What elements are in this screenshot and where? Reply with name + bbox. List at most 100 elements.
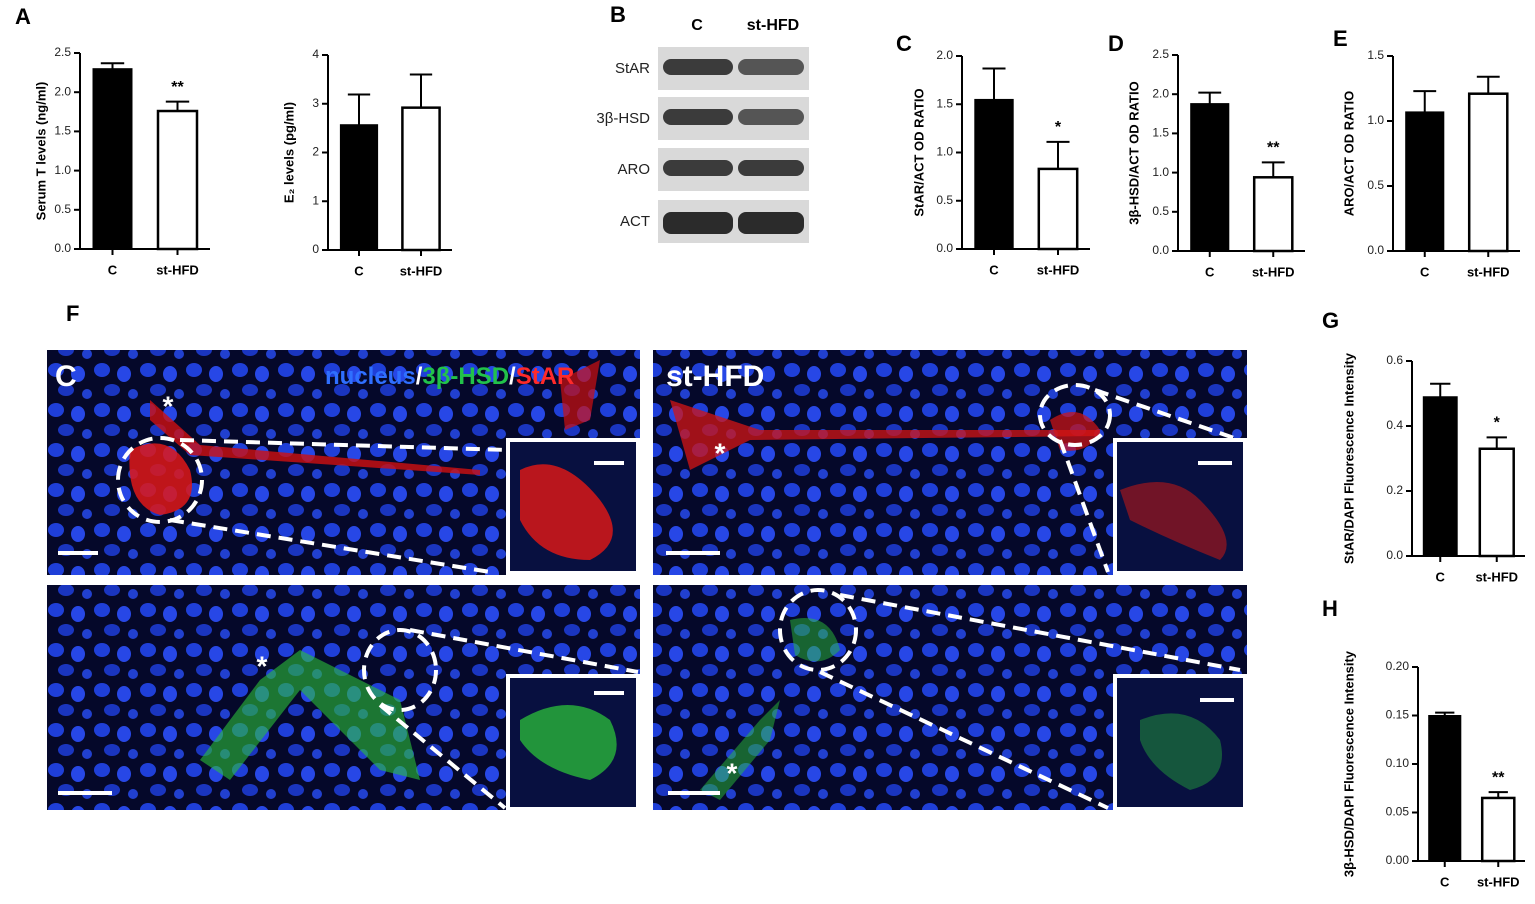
y-tick-label: 0.5 xyxy=(54,202,71,216)
bar xyxy=(974,98,1014,250)
bar xyxy=(1405,111,1445,252)
significance: ** xyxy=(1492,769,1505,786)
blot-band xyxy=(738,160,804,176)
hsd-signal xyxy=(790,618,840,662)
blot-band xyxy=(663,212,733,234)
panel-letter: B xyxy=(610,2,626,27)
asterisk: * xyxy=(727,757,738,788)
y-axis-label: StAR/DAPI Fluorescence Intensity xyxy=(1341,352,1356,564)
bar xyxy=(1252,176,1294,253)
blot-column-label: st-HFD xyxy=(747,17,799,34)
y-axis-label: E₂ levels (pg/ml) xyxy=(281,102,296,203)
y-tick-label: 1.5 xyxy=(54,124,71,138)
y-tick-label: 0.15 xyxy=(1386,708,1410,722)
error-bar xyxy=(1413,90,1437,112)
blot-row-label: 3β-HSD xyxy=(596,110,650,127)
bar xyxy=(339,124,379,251)
error-bar xyxy=(1261,161,1285,178)
error-bar xyxy=(1430,382,1451,397)
asterisk: * xyxy=(715,437,726,468)
y-axis-label: 3β-HSD/DAPI Fluorescence Intensity xyxy=(1341,650,1356,877)
star-signal xyxy=(150,400,480,475)
blot-band xyxy=(663,109,733,125)
blot-row-label: ACT xyxy=(620,213,650,230)
y-tick-label: 0.4 xyxy=(1386,418,1403,432)
y-tick-label: 0.0 xyxy=(1367,243,1384,257)
y-tick-label: 0.20 xyxy=(1386,659,1410,673)
y-tick-label: 1 xyxy=(312,193,319,207)
error-bar xyxy=(1488,791,1508,798)
y-tick-label: 1.0 xyxy=(1152,165,1169,179)
panel-letter: C xyxy=(896,31,912,56)
y-axis-label: ARO/ACT OD RATIO xyxy=(1341,91,1356,216)
significance: * xyxy=(1055,119,1062,136)
y-tick-label: 0.6 xyxy=(1386,353,1403,367)
bar xyxy=(1428,715,1462,862)
x-tick-label: st-HFD xyxy=(1037,262,1080,277)
panel-letter: G xyxy=(1322,308,1339,333)
y-tick-label: 0.10 xyxy=(1386,756,1410,770)
y-tick-label: 0.0 xyxy=(936,241,953,255)
image-label: C xyxy=(55,360,77,393)
bar xyxy=(1480,796,1516,863)
inset-signal xyxy=(1120,482,1227,560)
blot-band xyxy=(663,160,733,176)
y-tick-label: 0.00 xyxy=(1386,853,1410,867)
x-tick-label: st-HFD xyxy=(1477,874,1520,889)
zoom-circle xyxy=(778,588,858,672)
x-tick-label: C xyxy=(1440,874,1450,889)
error-bar xyxy=(409,73,433,108)
error-bar xyxy=(100,62,125,69)
y-tick-label: 2.0 xyxy=(1152,86,1169,100)
bar xyxy=(1422,396,1458,557)
zoom-guide xyxy=(169,438,509,574)
stain-legend-item: nucleus xyxy=(325,363,416,390)
panel-letter: A xyxy=(15,4,31,29)
blot-band xyxy=(738,212,804,234)
blot-column-label: C xyxy=(691,17,703,34)
stain-legend-item: / xyxy=(509,363,516,390)
significance: * xyxy=(1494,415,1501,432)
zoom-guide xyxy=(819,593,1241,810)
zoom-circle xyxy=(1038,383,1112,447)
bar xyxy=(401,106,441,252)
x-tick-label: st-HFD xyxy=(1475,569,1518,584)
significance: ** xyxy=(1267,140,1280,157)
bar xyxy=(1467,92,1509,253)
x-tick-label: C xyxy=(1420,264,1430,279)
error-bar xyxy=(1486,436,1507,449)
zoom-circle xyxy=(116,436,204,524)
y-tick-label: 1.0 xyxy=(936,145,953,159)
inset-signal xyxy=(520,464,613,560)
y-tick-label: 1.5 xyxy=(936,96,953,110)
star-signal xyxy=(560,360,600,430)
hsd-signal xyxy=(700,700,780,800)
y-tick-label: 0 xyxy=(312,242,319,256)
bar xyxy=(1478,447,1515,558)
star-signal xyxy=(129,443,192,515)
y-tick-label: 0.0 xyxy=(1152,243,1169,257)
y-axis-label: 3β-HSD/ACT OD RATIO xyxy=(1126,81,1141,224)
panel-letter: E xyxy=(1333,26,1348,51)
y-tick-label: 2.0 xyxy=(54,84,71,98)
blot-row-label: StAR xyxy=(615,60,650,77)
stain-legend-item: / xyxy=(416,363,423,390)
panel-letter: H xyxy=(1322,596,1338,621)
bar xyxy=(1037,167,1079,251)
y-tick-label: 2 xyxy=(312,145,319,159)
bar xyxy=(1190,103,1230,252)
y-tick-label: 1.0 xyxy=(1367,113,1384,127)
bar xyxy=(156,109,199,251)
y-tick-label: 0.5 xyxy=(1367,178,1384,192)
y-tick-label: 4 xyxy=(312,47,319,61)
hsd-signal xyxy=(200,650,420,780)
stain-legend-item: 3β-HSD xyxy=(422,363,509,390)
x-tick-label: C xyxy=(1205,264,1215,279)
error-bar xyxy=(1476,75,1500,94)
error-bar xyxy=(347,93,371,125)
y-tick-label: 2.5 xyxy=(54,45,71,59)
panel-letter: F xyxy=(66,301,79,326)
zoom-guide xyxy=(378,628,639,810)
y-tick-label: 1.5 xyxy=(1367,48,1384,62)
blot-band xyxy=(663,59,733,75)
